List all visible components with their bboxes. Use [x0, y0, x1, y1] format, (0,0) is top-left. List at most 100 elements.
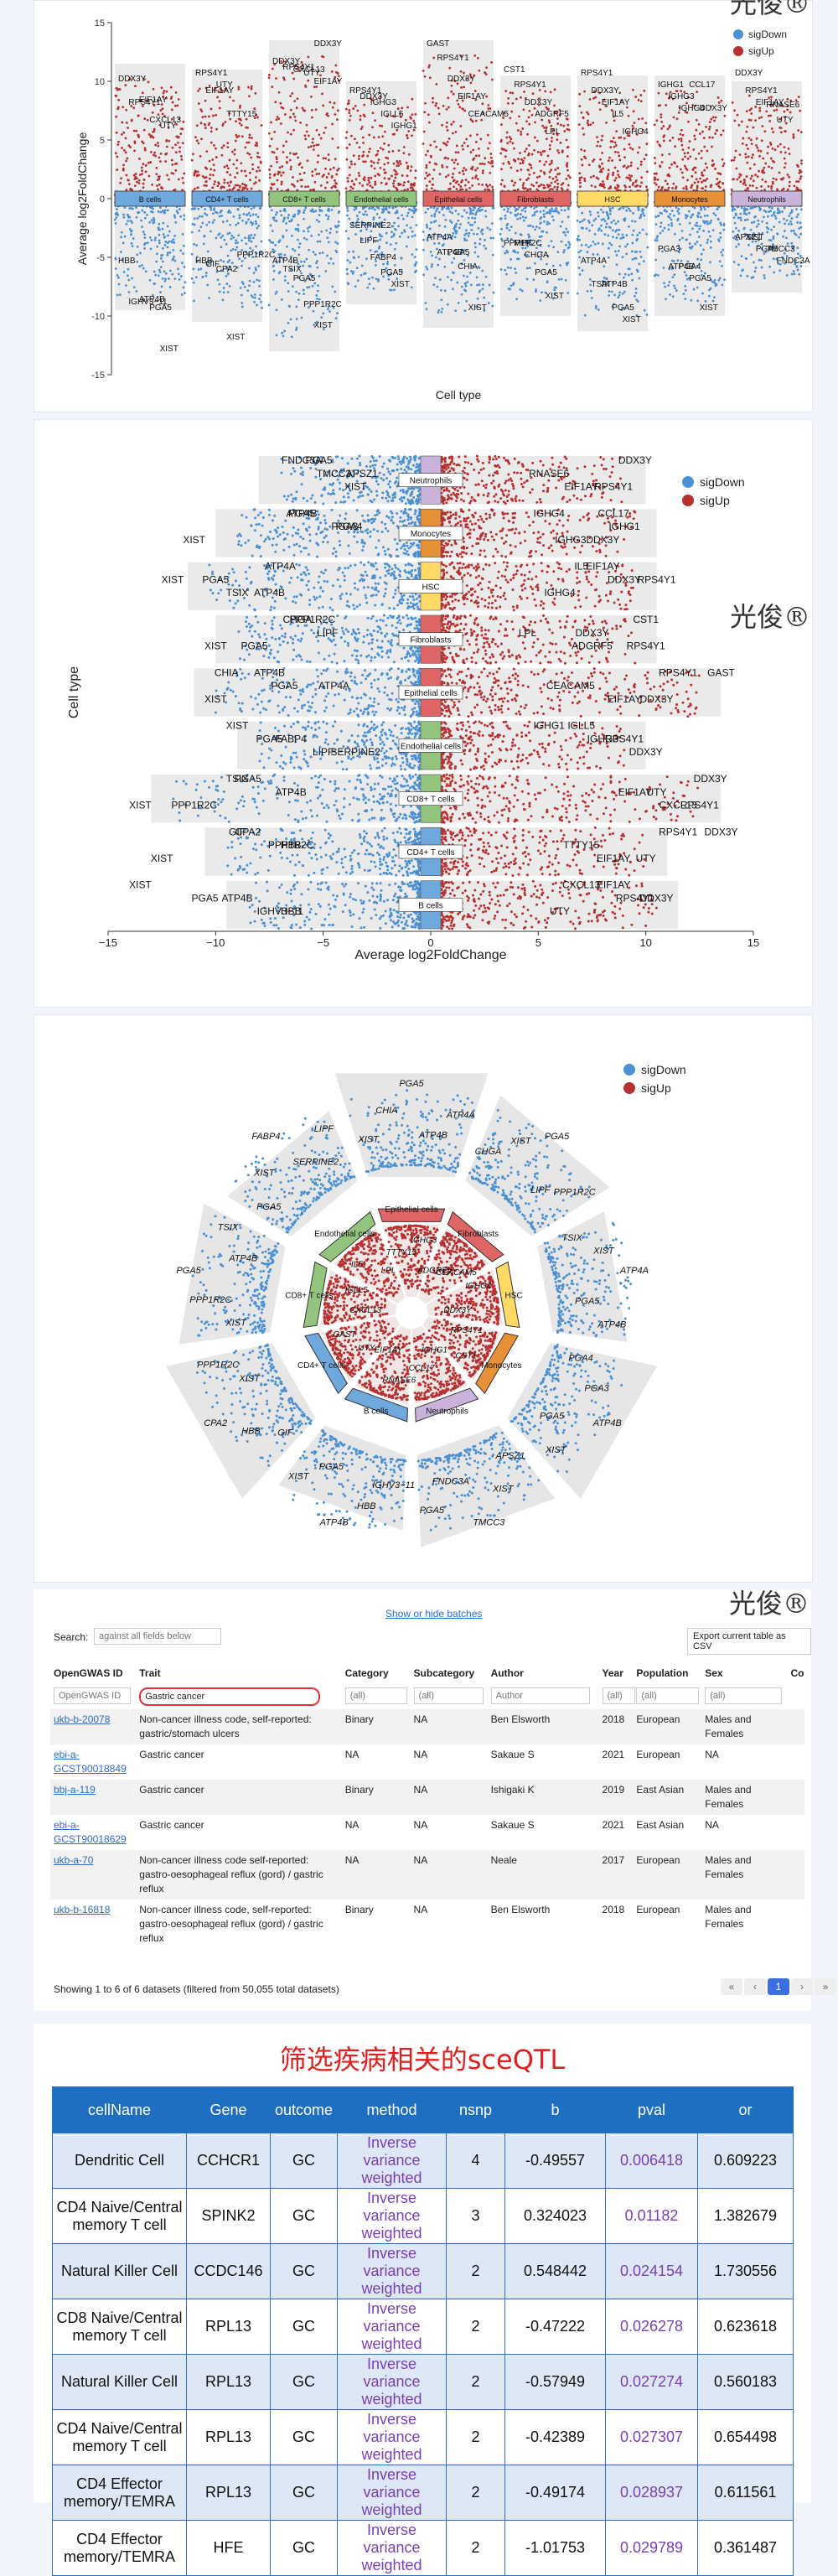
sigup-point [685, 185, 687, 188]
sigup-point [236, 172, 239, 174]
sigup-point [745, 156, 747, 158]
x-tick-label: 15 [747, 936, 759, 949]
sigdown-point [120, 236, 122, 238]
sigdown-point [589, 210, 592, 213]
sigup-point [378, 136, 380, 138]
sigup-point [713, 120, 716, 122]
sigup-point [208, 122, 210, 125]
sigdown-point [357, 218, 360, 220]
sigdown-point [410, 458, 412, 460]
sigdown-point [521, 210, 524, 212]
sigdown-point [163, 270, 166, 272]
sigdown-point [522, 215, 525, 218]
sigup-point [254, 144, 256, 147]
gene-label: PGA3 [658, 245, 680, 254]
sigup-point [317, 154, 319, 157]
sigdown-point [747, 275, 749, 277]
sigup-point [669, 139, 671, 142]
sigdown-point [618, 250, 620, 252]
sigup-point [703, 169, 706, 172]
sigdown-point [126, 223, 128, 225]
sigdown-point [150, 248, 153, 251]
sigup-point [248, 95, 251, 97]
sigup-point [500, 139, 503, 142]
sigdown-point [608, 216, 610, 219]
sigdown-point [741, 206, 743, 209]
sigup-point [459, 189, 462, 191]
sigdown-point [328, 241, 330, 243]
sigup-point [373, 162, 375, 164]
sigdown-point [758, 259, 761, 262]
sigdown-point [368, 277, 370, 280]
sigup-point [235, 184, 237, 187]
sigup-point [248, 142, 251, 144]
sigup-point [446, 122, 448, 124]
sigup-point [366, 155, 369, 158]
sigup-point [323, 157, 325, 159]
sigup-point [779, 143, 782, 146]
sigup-point [701, 187, 704, 189]
sigup-point [391, 150, 394, 153]
sigdown-point [454, 236, 457, 238]
sigup-point [583, 178, 586, 180]
sigup-point [475, 174, 478, 177]
sigup-point [292, 78, 295, 80]
sigup-point [125, 151, 127, 153]
sigup-point [541, 153, 543, 156]
sigdown-point [635, 298, 638, 301]
gene-label: RNASE6 [766, 101, 799, 110]
sigdown-point [131, 230, 133, 232]
sigdown-point [426, 224, 428, 226]
sigdown-point [777, 212, 779, 215]
sigdown-point [309, 210, 312, 212]
sigdown-point [546, 220, 549, 223]
sigup-point [745, 144, 747, 147]
sigdown-point [318, 234, 320, 236]
sigup-point [756, 137, 758, 140]
sigup-point [695, 158, 697, 160]
sigdown-point [120, 251, 122, 253]
sigdown-point [144, 217, 147, 220]
sigdown-point [484, 247, 487, 250]
sigdown-point [565, 234, 567, 236]
sigup-point [332, 106, 334, 109]
sigdown-point [605, 226, 608, 229]
sigdown-point [684, 285, 686, 288]
sigdown-point [317, 284, 319, 287]
sigdown-point [347, 282, 349, 284]
sigup-point [316, 129, 318, 132]
sigup-point [579, 182, 582, 184]
sigdown-point [127, 279, 130, 282]
sigdown-point [388, 206, 391, 209]
sigup-point [488, 461, 490, 464]
sigup-point [698, 153, 701, 155]
sigup-point [350, 160, 353, 163]
sigup-point [668, 153, 670, 155]
sigdown-point [132, 245, 134, 247]
sigdown-point [740, 274, 742, 277]
sigup-point [388, 151, 391, 153]
sigup-point [461, 145, 463, 148]
sigdown-point [781, 210, 784, 213]
sigdown-point [625, 252, 628, 255]
sigup-point [589, 123, 592, 126]
sigdown-point [464, 282, 467, 285]
sigdown-point [258, 298, 261, 300]
sigup-point [692, 148, 695, 151]
sigdown-point [220, 215, 223, 217]
sigup-point [435, 102, 437, 105]
sigdown-point [279, 239, 282, 241]
sigdown-point [184, 266, 186, 268]
sigdown-point [457, 220, 459, 222]
sigup-point [215, 148, 217, 150]
sigdown-point [625, 234, 628, 236]
sigup-point [758, 149, 760, 152]
sigup-point [536, 176, 539, 179]
sigup-point [269, 177, 272, 179]
sigup-point [556, 183, 559, 185]
sigup-point [548, 122, 551, 124]
sigdown-point [336, 312, 339, 314]
sigup-point [435, 83, 437, 86]
sigup-point [161, 86, 163, 89]
sigup-point [133, 174, 136, 177]
